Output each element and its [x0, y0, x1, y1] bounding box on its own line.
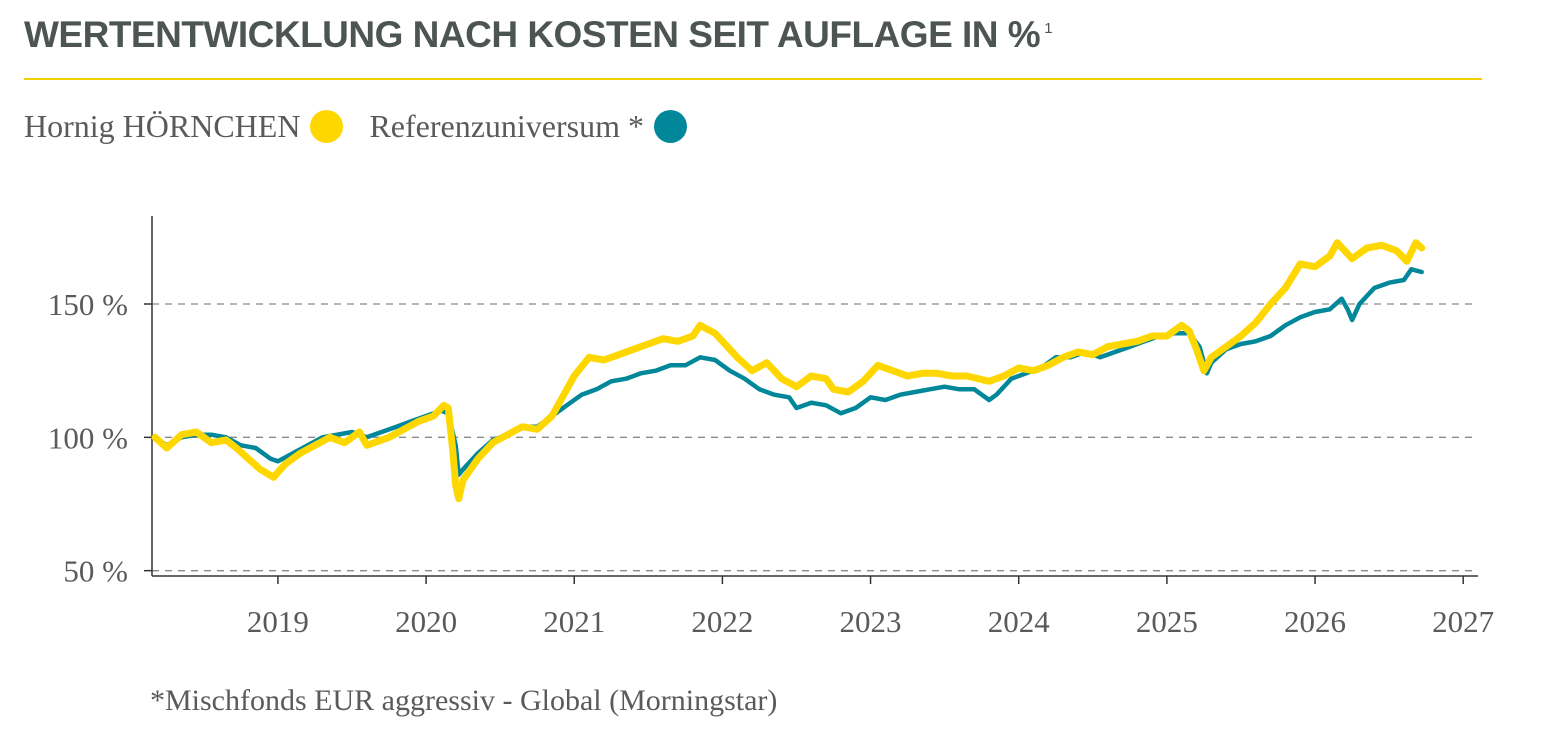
- x-tick-label: 2020: [395, 604, 457, 639]
- x-tick-label: 2027: [1432, 604, 1494, 639]
- x-tick-label: 2023: [840, 604, 902, 639]
- x-tick-label: 2024: [988, 604, 1051, 639]
- y-tick-label: 150 %: [48, 287, 128, 322]
- y-tick-label: 100 %: [48, 420, 128, 455]
- title-divider: [24, 78, 1482, 80]
- legend-label-fund: Hornig HÖRNCHEN: [24, 108, 301, 144]
- legend-item-reference: Referenzuniversum *: [369, 108, 687, 145]
- chart-title-text: WERTENTWICKLUNG NACH KOSTEN SEIT AUFLAGE…: [24, 14, 1041, 55]
- x-tick-label: 2021: [543, 604, 605, 639]
- y-tick-label: 50 %: [63, 554, 128, 589]
- x-tick-label: 2022: [691, 604, 753, 639]
- series-line-reference: [152, 267, 1424, 477]
- series-line-fund: [151, 239, 1426, 503]
- x-tick-label: 2019: [247, 604, 309, 639]
- legend-label-reference: Referenzuniversum *: [369, 108, 644, 144]
- chart-title: WERTENTWICKLUNG NACH KOSTEN SEIT AUFLAGE…: [24, 14, 1053, 56]
- x-tick-label: 2025: [1136, 604, 1198, 639]
- x-tick-label: 2026: [1284, 604, 1346, 639]
- legend-dot-reference: [654, 110, 687, 143]
- footnote: *Mischfonds EUR aggressiv - Global (Morn…: [150, 684, 778, 717]
- title-footnote-marker: 1: [1044, 20, 1053, 37]
- legend-dot-fund: [310, 110, 344, 143]
- legend: Hornig HÖRNCHEN Referenzuniversum *: [24, 108, 713, 145]
- legend-item-fund: Hornig HÖRNCHEN: [24, 108, 344, 145]
